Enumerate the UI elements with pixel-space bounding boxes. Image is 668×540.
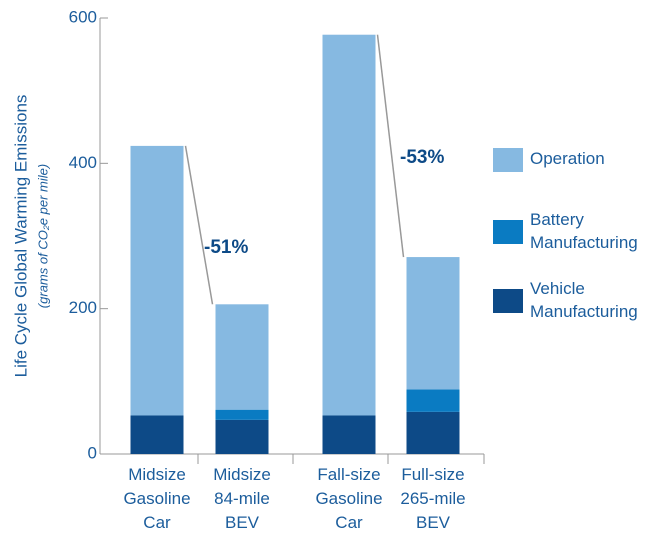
bar-segment [215, 419, 269, 454]
change-connector [376, 34, 405, 258]
change-annotation: -53% [400, 147, 444, 168]
bar-segment [215, 304, 269, 410]
y-axis-sublabel: (grams of CO₂e per mile) [35, 164, 50, 308]
legend-label: Battery Manufacturing [530, 210, 638, 252]
y-axis-label: Life Cycle Global Warming Emissions [11, 95, 30, 378]
bar-segment [130, 415, 184, 454]
legend-swatch [493, 220, 523, 244]
x-tick-label: Midsize 84-mile BEV [213, 465, 271, 532]
bar-segment [406, 389, 460, 412]
y-tick-label: 200 [69, 298, 97, 317]
legend-label: Operation [530, 149, 605, 168]
bar-segment [406, 257, 460, 390]
legend-label: Vehicle Manufacturing [530, 279, 638, 321]
bar-segment [215, 409, 269, 420]
y-tick-label: 600 [69, 7, 97, 26]
x-tick-label: Fall-size Gasoline Car [315, 465, 382, 532]
y-tick-label: 400 [69, 153, 97, 172]
bar-segment [406, 411, 460, 454]
bar-segment [322, 415, 376, 454]
legend-swatch [493, 148, 523, 172]
bar-segment [130, 145, 184, 416]
change-annotation: -51% [204, 237, 248, 258]
change-connector [184, 145, 214, 305]
legend-swatch [493, 289, 523, 313]
bar-segment [322, 34, 376, 416]
x-tick-label: Full-size 265-mile BEV [400, 465, 465, 532]
y-tick-label: 0 [88, 443, 97, 462]
x-tick-label: Midsize Gasoline Car [123, 465, 190, 532]
